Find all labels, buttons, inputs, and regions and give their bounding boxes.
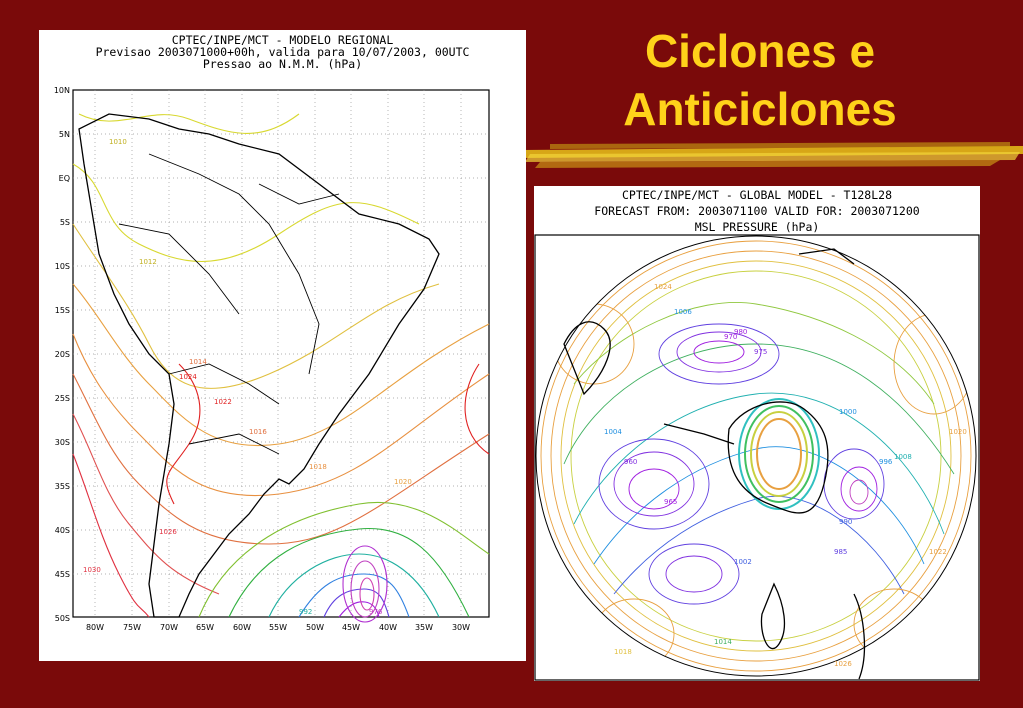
regional-map-plot: 10N 5N EQ 5S 10S 15S 20S 25S 30S 35S 40S 45S 50S 80W…	[54, 86, 490, 632]
south-america-outline	[78, 113, 440, 618]
isobar-label: 1020	[394, 478, 412, 486]
isobar-label: 1008	[894, 453, 912, 461]
lat-tick-label: 30S	[55, 438, 70, 447]
lon-tick-label: 70W	[160, 623, 178, 632]
isobar-label: 1022	[929, 548, 947, 556]
regional-header-line1: CPTEC/INPE/MCT - MODELO REGIONAL	[171, 33, 394, 47]
lat-tick-label: 25S	[55, 394, 70, 403]
isobar-label: 975	[754, 348, 767, 356]
global-header-line3: MSL PRESSURE (hPa)	[694, 220, 820, 234]
lat-tick-label: 35S	[55, 482, 70, 491]
isobar-label: 965	[664, 498, 677, 506]
isobar-label: 1018	[309, 463, 327, 471]
plot-frame	[72, 89, 490, 618]
isobar-label: 1002	[734, 558, 752, 566]
lat-tick-label: 10S	[55, 262, 70, 271]
lat-tick-label: 10N	[54, 86, 70, 95]
isobar-label: 985	[834, 548, 847, 556]
lat-tick-label: EQ	[59, 174, 70, 183]
isobar-label: 1024	[179, 373, 197, 381]
isobar-label: 1004	[604, 428, 622, 436]
lon-tick-label: 45W	[342, 623, 360, 632]
lon-tick-label: 35W	[415, 623, 433, 632]
brush-underline	[520, 142, 1023, 168]
lon-tick-label: 50W	[306, 623, 324, 632]
slide-title: Ciclones e Anticiclones	[560, 22, 960, 138]
isobar-label: 992	[299, 608, 312, 616]
lat-tick-label: 5N	[59, 130, 70, 139]
isobar-label: 1010	[109, 138, 127, 146]
isobar-label: 980	[734, 328, 747, 336]
global-header-line2: FORECAST FROM: 2003071100 VALID FOR: 200…	[594, 204, 920, 218]
slide-title-line1: Ciclones e	[644, 25, 876, 77]
lon-tick-label: 30W	[452, 623, 470, 632]
isobar-label: 996	[879, 458, 893, 466]
isobar-label: 1026	[834, 660, 852, 668]
lat-tick-label: 20S	[55, 350, 70, 359]
isobar-label: 990	[839, 518, 852, 526]
isobar-label: 1020	[949, 428, 967, 436]
lon-tick-label: 75W	[123, 623, 141, 632]
isobar-label: 976	[369, 608, 383, 616]
isobar-label: 1018	[614, 648, 632, 656]
isobar-label: 1012	[139, 258, 157, 266]
lon-tick-label: 40W	[379, 623, 397, 632]
isobar-label: 1014	[189, 358, 207, 366]
lon-tick-label: 60W	[233, 623, 251, 632]
regional-header-line3: Pressao ao N.M.M. (hPa)	[202, 57, 363, 71]
isobar-label: 1000	[839, 408, 857, 416]
isobar-label: 960	[624, 458, 637, 466]
lat-tick-label: 5S	[60, 218, 70, 227]
lon-tick-label: 55W	[269, 623, 287, 632]
isobar-label: 1026	[159, 528, 177, 536]
isobar-label: 1014	[714, 638, 732, 646]
global-map-plot: 1024 1020 1006 980 975 970 965 960 985 990 996 1000…	[534, 234, 980, 681]
global-model-map: CPTEC/INPE/MCT - GLOBAL MODEL - T128L28 …	[534, 186, 980, 681]
isobar-label: 1006	[674, 308, 692, 316]
isobar-label: 1024	[654, 283, 672, 291]
regional-model-map: CPTEC/INPE/MCT - MODELO REGIONAL Previsa…	[39, 30, 526, 661]
lat-tick-label: 15S	[55, 306, 70, 315]
global-header-line1: CPTEC/INPE/MCT - GLOBAL MODEL - T128L28	[621, 188, 893, 202]
lat-tick-label: 40S	[55, 526, 70, 535]
isobar-label: 1030	[83, 566, 101, 574]
polar-disc-edge	[535, 235, 977, 677]
slide-title-line2: Anticiclones	[623, 83, 897, 135]
isobar-label: 970	[724, 333, 737, 341]
lat-tick-label: 45S	[55, 570, 70, 579]
lat-tick-label: 50S	[55, 614, 70, 623]
lon-tick-label: 80W	[86, 623, 104, 632]
regional-header-line2: Previsao 2003071000+00h, valida para 10/…	[95, 45, 470, 59]
lon-tick-label: 65W	[196, 623, 214, 632]
continent-outlines	[563, 248, 866, 680]
isobar-label: 1022	[214, 398, 232, 406]
isobar-label: 1016	[249, 428, 267, 436]
